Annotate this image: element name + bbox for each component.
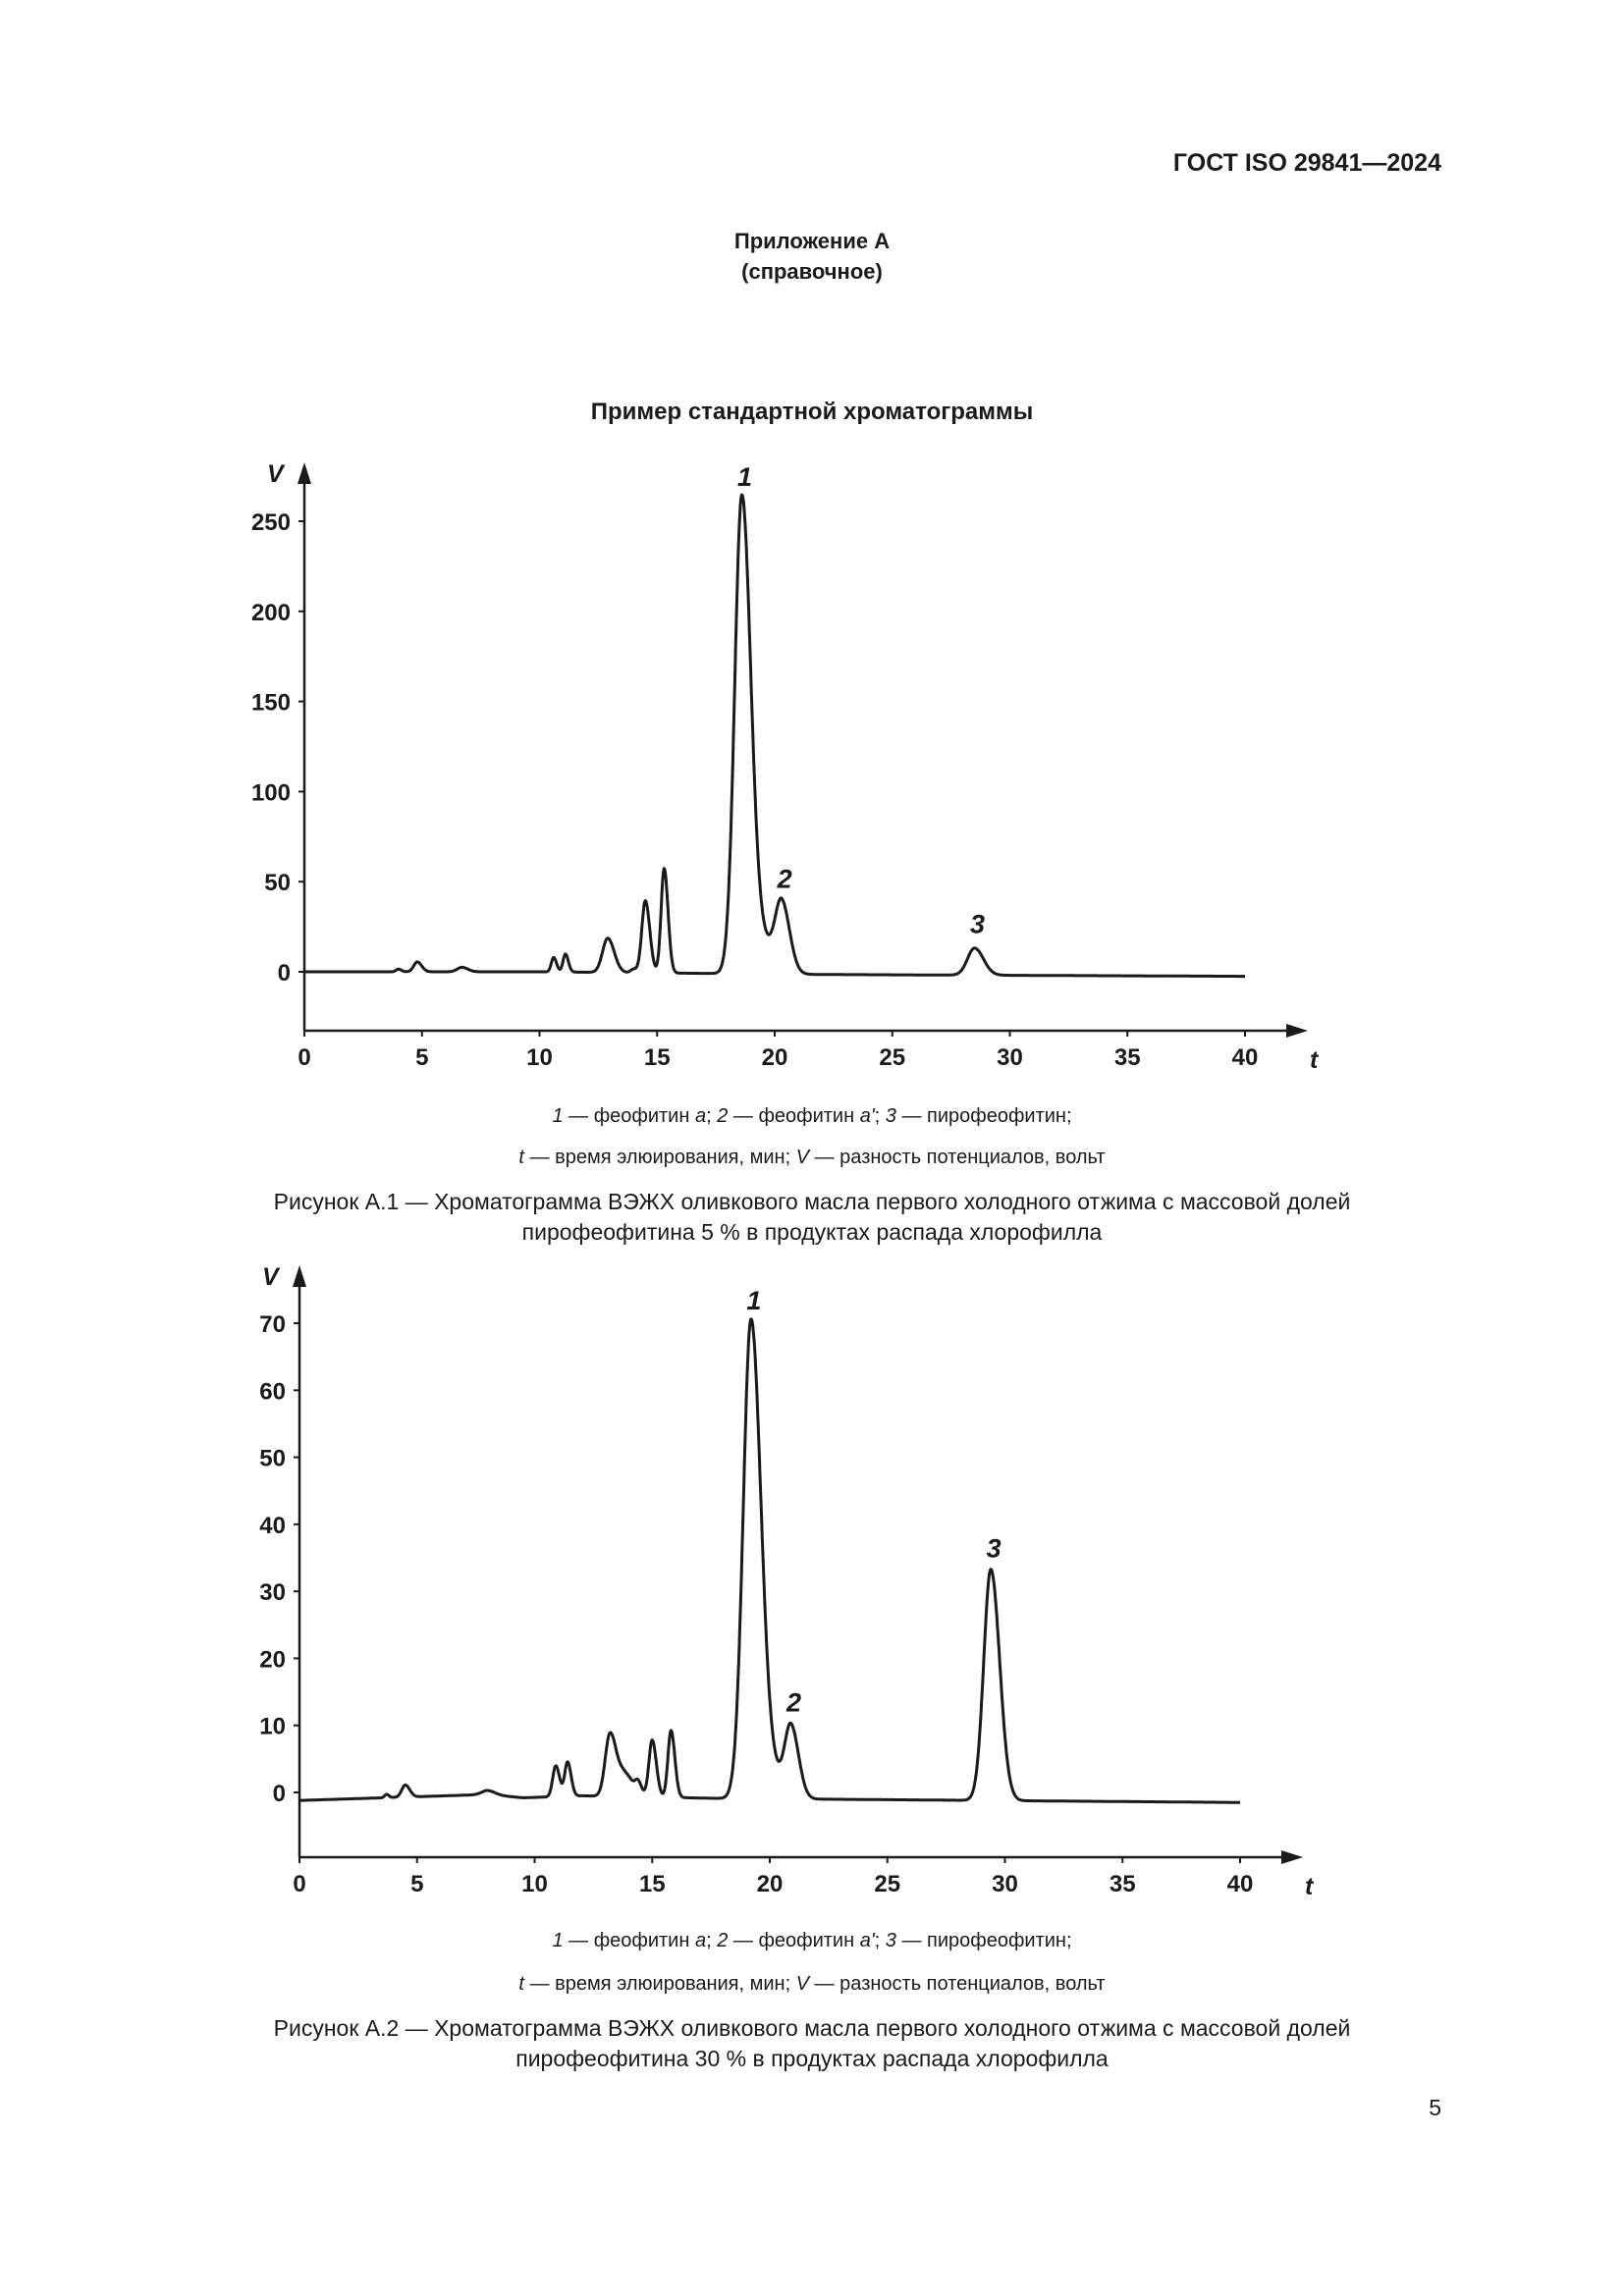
- legend-text: — феофитин: [563, 1930, 695, 1951]
- t-description: — время элюирования, мин;: [523, 1147, 796, 1168]
- legend-text: — пирофеофитин: [895, 1930, 1066, 1951]
- legend-text: — пирофеофитин: [895, 1105, 1066, 1127]
- figure-2-legend: 1 — феофитин a; 2 — феофитин a'; 3 — пир…: [0, 1930, 1624, 1952]
- y-tick-label: 30: [259, 1579, 286, 1606]
- x-axis-label: t: [1310, 1046, 1320, 1074]
- x-axis-label: t: [1305, 1873, 1315, 1900]
- chromatogram-2: Vt 0 5 10 15 20 25 30 35 40 0 10 20 30 40 50 60 70 1 2 3: [259, 1263, 1315, 1900]
- legend-text: — феофитин: [563, 1105, 695, 1127]
- peak-label-3: 3: [987, 1534, 1001, 1564]
- document-code: ГОСТ ISO 29841—2024: [1172, 149, 1441, 177]
- x-axis-arrow: [1286, 1024, 1308, 1038]
- v-description: — разность потенциалов, вольт: [809, 1973, 1106, 1995]
- chromatogram-trace: [298, 1317, 1241, 1804]
- chromatogram-1: Vt 0 5 10 15 20 25 30 35 40 0 50 100 150 200 250 1 2 3: [251, 460, 1320, 1074]
- legend-variable: a: [694, 1105, 707, 1127]
- y-tick-label: 20: [259, 1646, 286, 1673]
- legend-number: 2: [717, 1930, 729, 1951]
- legend-number: 1: [552, 1105, 564, 1127]
- peak-label-3: 3: [970, 909, 985, 938]
- peak-label-2: 2: [777, 864, 792, 893]
- y-tick-label: 50: [259, 1446, 286, 1472]
- peak-label-2: 2: [785, 1688, 801, 1718]
- legend-separator: ;: [706, 1105, 718, 1127]
- legend-separator: ;: [706, 1930, 718, 1951]
- x-tick-label: 0: [293, 1871, 305, 1897]
- legend-number: 3: [885, 1930, 896, 1951]
- section-title: Пример стандартной хроматограммы: [590, 399, 1034, 425]
- x-tick-label: 30: [992, 1871, 1018, 1897]
- figure-2-caption-line-1: Рисунок А.2 — Хроматограмма ВЭЖХ оливков…: [273, 2015, 1351, 2041]
- x-tick-label: 25: [879, 1044, 905, 1071]
- x-axis-arrow: [1281, 1850, 1303, 1864]
- figure-1-caption-line-1: Рисунок А.1 — Хроматограмма ВЭЖХ оливков…: [273, 1189, 1351, 1214]
- legend-number: 1: [552, 1930, 564, 1951]
- figure-1-axes-note: t — время элюирования, мин; V — разность…: [0, 1147, 1624, 1169]
- v-symbol: V: [795, 1147, 810, 1168]
- figure-2-axes-note: t — время элюирования, мин; V — разность…: [0, 1973, 1624, 1996]
- x-tick-label: 40: [1227, 1871, 1254, 1897]
- x-tick-label: 35: [1114, 1044, 1141, 1071]
- x-tick-label: 15: [644, 1044, 671, 1071]
- y-tick-label: 10: [259, 1714, 286, 1740]
- legend-separator: ;: [874, 1930, 886, 1951]
- y-tick-label: 60: [259, 1378, 286, 1405]
- v-symbol: V: [795, 1973, 810, 1995]
- legend-variable: a': [859, 1930, 875, 1951]
- x-tick-label: 15: [639, 1871, 666, 1897]
- y-axis-label: V: [262, 1263, 281, 1291]
- y-tick-label: 150: [251, 690, 291, 717]
- legend-separator: ;: [1065, 1105, 1072, 1127]
- x-tick-label: 25: [874, 1871, 900, 1897]
- legend-number: 2: [717, 1105, 729, 1127]
- x-tick-label: 30: [997, 1044, 1023, 1071]
- annex-title: Приложение А: [733, 229, 891, 253]
- x-tick-label: 5: [415, 1044, 428, 1071]
- x-tick-label: 10: [526, 1044, 553, 1071]
- y-tick-label: 40: [259, 1513, 286, 1539]
- v-description: — разность потенциалов, вольт: [809, 1147, 1106, 1168]
- y-axis-arrow: [293, 1265, 306, 1287]
- legend-items: 1 — феофитин a; 2 — феофитин a'; 3 — пир…: [552, 1930, 1071, 1951]
- annex-type: (справочное): [741, 259, 883, 284]
- x-tick-label: 10: [521, 1871, 548, 1897]
- chromatogram-trace: [303, 493, 1246, 979]
- y-tick-label: 200: [251, 600, 291, 626]
- y-tick-label: 250: [251, 509, 291, 536]
- y-axis-arrow: [298, 462, 311, 484]
- x-tick-label: 35: [1110, 1871, 1136, 1897]
- legend-items: 1 — феофитин a; 2 — феофитин a'; 3 — пир…: [552, 1105, 1071, 1127]
- y-tick-label: 70: [259, 1311, 286, 1338]
- legend-variable: a': [859, 1105, 875, 1127]
- y-tick-label: 100: [251, 779, 291, 806]
- x-tick-label: 5: [410, 1871, 423, 1897]
- figure-1-legend: 1 — феофитин a; 2 — феофитин a'; 3 — пир…: [0, 1105, 1624, 1128]
- figure-2-caption-line-2: пирофеофитина 30 % в продуктах распада х…: [515, 2046, 1109, 2071]
- y-tick-label: 0: [273, 1781, 286, 1807]
- x-tick-label: 0: [298, 1044, 310, 1071]
- t-symbol: t: [518, 1973, 524, 1995]
- t-symbol: t: [518, 1147, 524, 1168]
- legend-variable: a: [694, 1930, 707, 1951]
- y-tick-label: 50: [264, 870, 291, 896]
- legend-number: 3: [885, 1105, 896, 1127]
- peak-label-1: 1: [746, 1286, 761, 1315]
- legend-separator: ;: [1065, 1930, 1072, 1951]
- y-tick-label: 0: [278, 960, 291, 987]
- legend-text: — феофитин: [728, 1105, 860, 1127]
- x-tick-label: 20: [757, 1871, 784, 1897]
- figure-1-caption-line-2: пирофеофитина 5 % в продуктах распада хл…: [521, 1219, 1103, 1245]
- legend-text: — феофитин: [728, 1930, 860, 1951]
- legend-separator: ;: [874, 1105, 886, 1127]
- y-axis-label: V: [267, 460, 286, 488]
- x-tick-label: 40: [1232, 1044, 1259, 1071]
- peak-label-1: 1: [737, 462, 752, 492]
- x-tick-label: 20: [762, 1044, 788, 1071]
- page-number: 5: [1429, 2095, 1441, 2120]
- t-description: — время элюирования, мин;: [523, 1973, 796, 1995]
